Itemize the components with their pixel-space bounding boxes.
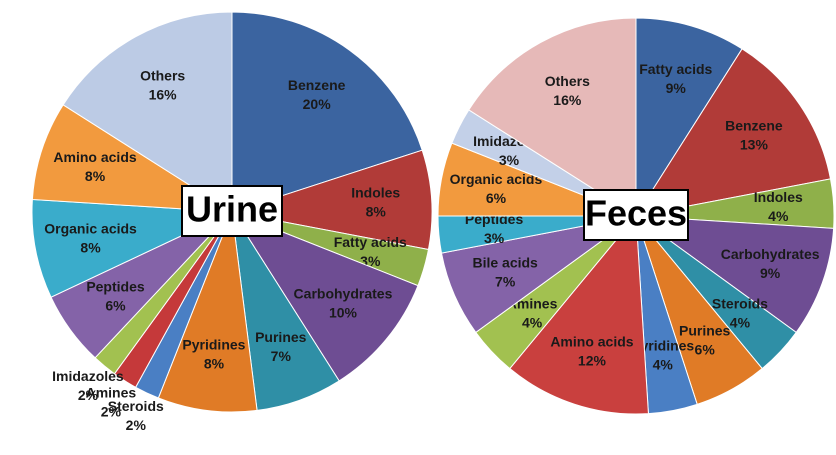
slice-label: Steroids (108, 398, 164, 414)
slice-value: 20% (303, 96, 332, 112)
slice-value: 3% (499, 152, 520, 168)
slice-label: Fatty acids (639, 61, 712, 77)
slice-value: 6% (105, 297, 126, 313)
slice-value: 8% (204, 356, 225, 372)
slice-label: Amino acids (53, 149, 136, 165)
slice-label: Others (140, 68, 185, 84)
slice-value: 8% (80, 240, 101, 256)
slice-label: Pyridines (182, 337, 245, 353)
slice-label: Benzene (288, 77, 346, 93)
title-box (181, 185, 283, 237)
pie-slice (231, 11, 423, 213)
slice-value: 4% (522, 314, 543, 330)
slice-value: 16% (553, 92, 582, 108)
slice-value: 6% (486, 190, 507, 206)
slice-label: Imidazoles (52, 368, 124, 384)
pie-slice (230, 210, 419, 382)
slice-value: 2% (126, 417, 147, 433)
slice-label: Indoles (351, 185, 400, 201)
pie-slice (634, 215, 835, 334)
slice-label: Bile acids (472, 254, 538, 270)
slice-value: 16% (149, 87, 178, 103)
pie-slice (634, 48, 832, 217)
slice-value: 4% (653, 357, 674, 373)
slice-value: 3% (484, 230, 505, 246)
slice-label: Amines (86, 385, 137, 401)
slice-value: 13% (740, 137, 769, 153)
chart-title: Feces (585, 193, 687, 234)
slice-label: Pyridines (631, 338, 694, 354)
chart-title: Urine (186, 189, 278, 230)
slice-label: Fatty acids (334, 234, 407, 250)
slice-value: 6% (695, 342, 716, 358)
pie-slice (62, 11, 233, 213)
slice-label: Organic acids (44, 221, 137, 237)
slice-label: Purines (679, 323, 731, 339)
slice-value: 12% (578, 352, 607, 368)
slice-label: Amino acids (550, 333, 633, 349)
pie-slice (635, 17, 743, 218)
slice-label: Peptides (86, 278, 145, 294)
slice-value: 9% (760, 265, 781, 281)
pie-slice (157, 211, 258, 413)
pie-slice (468, 17, 637, 217)
slice-value: 7% (271, 348, 292, 364)
slice-value: 8% (85, 168, 106, 184)
slice-value: 8% (366, 204, 387, 220)
slice-value: 7% (495, 273, 516, 289)
slice-label: Indoles (754, 189, 803, 205)
slice-value: 10% (329, 304, 358, 320)
title-box (583, 189, 689, 241)
slice-label: Purines (255, 329, 307, 345)
slice-label: Steroids (712, 295, 768, 311)
slice-label: Others (545, 73, 590, 89)
slice-value: 2% (78, 387, 99, 403)
slice-value: 4% (768, 208, 789, 224)
slice-value: 9% (666, 80, 687, 96)
slice-label: Organic acids (450, 171, 543, 187)
pie-slice (231, 149, 433, 251)
slice-label: Carbohydrates (721, 246, 820, 262)
slice-label: Carbohydrates (294, 285, 393, 301)
slice-label: Benzene (725, 118, 783, 134)
slice-value: 4% (730, 314, 751, 330)
slice-value: 2% (101, 404, 122, 420)
pie-slice (509, 214, 649, 415)
